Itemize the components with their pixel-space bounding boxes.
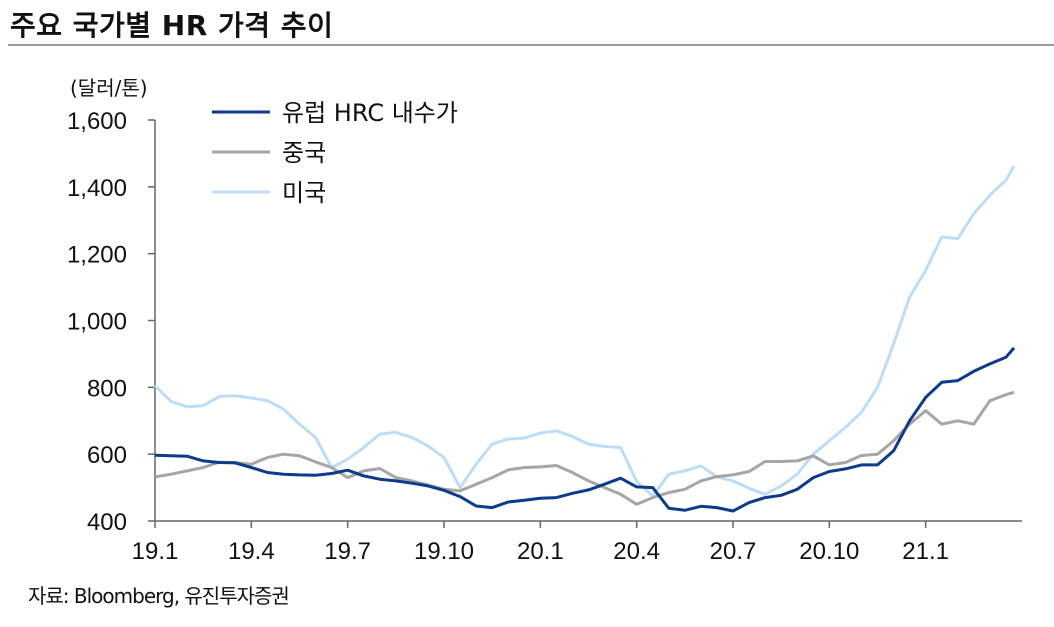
legend-label: 유럽 HRC 내수가 [282,99,458,127]
series-line-2 [154,390,1015,506]
y-tick-label: 1,600 [67,108,127,135]
x-tick-label: 20.7 [710,538,757,565]
y-tick-label: 600 [87,442,127,469]
legend-label: 미국 [282,179,326,207]
x-tick-label: 19.10 [414,538,474,565]
legend-label: 중국 [282,139,326,167]
x-tick-label: 21.1 [902,538,949,565]
y-tick-label: 1,000 [67,309,127,336]
chart-axes: 400 600 800 1,000 1,200 1,400 1,600 19.1 19.4 19.… [67,108,1022,565]
x-tick-label: 20.4 [613,538,660,565]
x-tick-label: 19.7 [324,538,371,565]
y-tick-label: 1,200 [67,242,127,269]
chart-series [153,165,1016,513]
source-note: 자료: Bloomberg, 유진투자증권 [28,584,290,608]
x-tick-label: 19.1 [132,538,179,565]
y-axis-unit-label: (달러/톤) [70,76,148,100]
x-tick-label: 20.10 [799,538,859,565]
chart-title: 주요 국가별 HR 가격 추이 [10,9,334,42]
y-tick-label: 800 [87,375,127,402]
series-line-1 [154,346,1016,513]
y-tick-label: 1,400 [67,175,127,202]
x-tick-label: 19.4 [228,538,275,565]
y-tick-label: 400 [87,509,127,536]
series-line-3 [153,165,1016,498]
x-tick-label: 20.1 [517,538,564,565]
title-divider [8,44,1054,46]
